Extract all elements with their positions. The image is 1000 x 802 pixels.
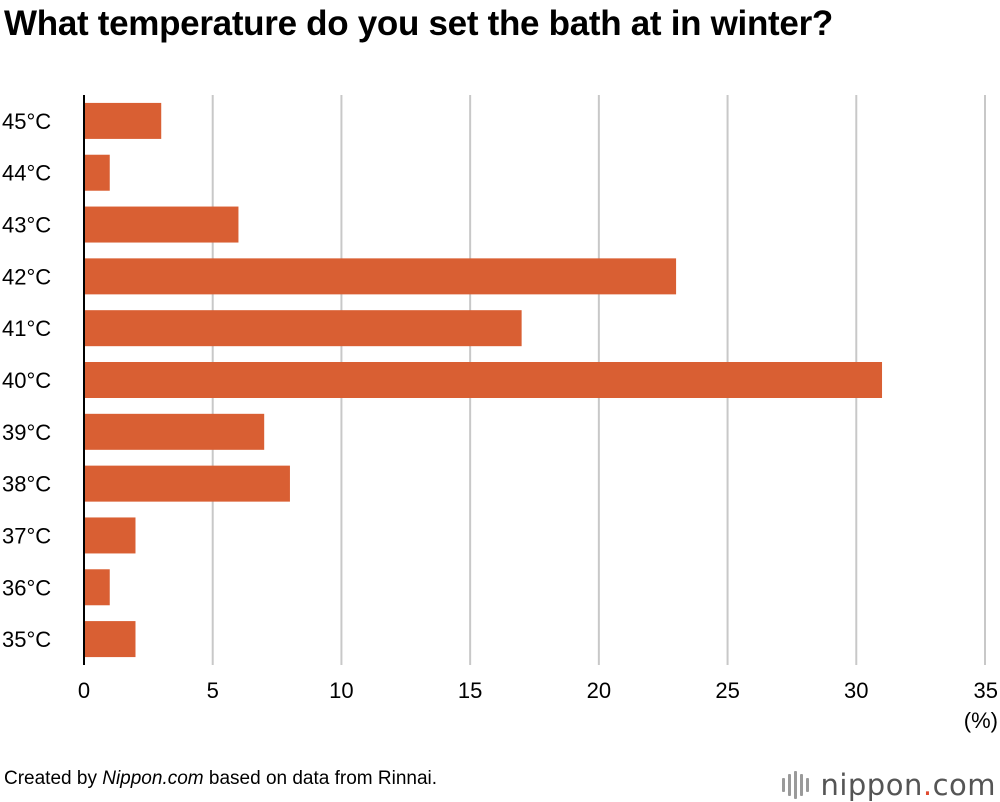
bar [84,154,110,191]
y-tick-label: 45°C [2,109,51,134]
bar [84,258,677,295]
chart-title: What temperature do you set the bath at … [4,4,833,43]
x-tick-label: 35 [974,678,998,703]
bar [84,517,136,554]
y-tick-label: 37°C [2,523,51,548]
bars-logo-icon [782,771,812,799]
x-tick-label: 0 [78,678,90,703]
brand-name: nippon [820,768,923,802]
y-tick-label: 38°C [2,472,51,497]
credit-site: Nippon.com [102,768,204,789]
bar [84,465,290,502]
x-tick-label: 15 [458,678,482,703]
bar [84,362,883,398]
y-tick-label: 41°C [2,316,51,341]
y-tick-label: 42°C [2,264,51,289]
y-tick-label: 44°C [2,161,51,186]
brand-tld: com [932,768,996,802]
nippon-logo: nippon. com [782,768,996,802]
bar [84,206,239,243]
source-credit: Created by Nippon.com based on data from… [4,768,437,790]
x-tick-label: 20 [587,678,611,703]
y-tick-label: 35°C [2,627,51,652]
y-tick-label: 43°C [2,213,51,238]
x-tick-label: 30 [844,678,868,703]
bar [84,102,162,139]
bars [84,102,883,658]
bar [84,413,265,450]
x-tick-label: 25 [715,678,739,703]
bar [84,310,522,347]
y-tick-label: 40°C [2,368,51,393]
x-tick-label: 5 [207,678,219,703]
y-tick-label: 36°C [2,575,51,600]
x-tick-labels: 0 5 10 15 20 25 30 35 [78,678,998,703]
x-tick-label: 10 [329,678,353,703]
credit-prefix: Created by [4,768,103,789]
credit-suffix: based on data from Rinnai. [203,768,438,789]
bar [84,569,110,606]
bar [84,621,136,658]
y-tick-labels: 45°C 44°C 43°C 42°C 41°C 40°C 39°C 38°C 37°C 36°C… [2,109,51,652]
brand-dot: . [922,768,933,802]
y-tick-label: 39°C [2,420,51,445]
x-unit-label: (%) [964,708,998,733]
